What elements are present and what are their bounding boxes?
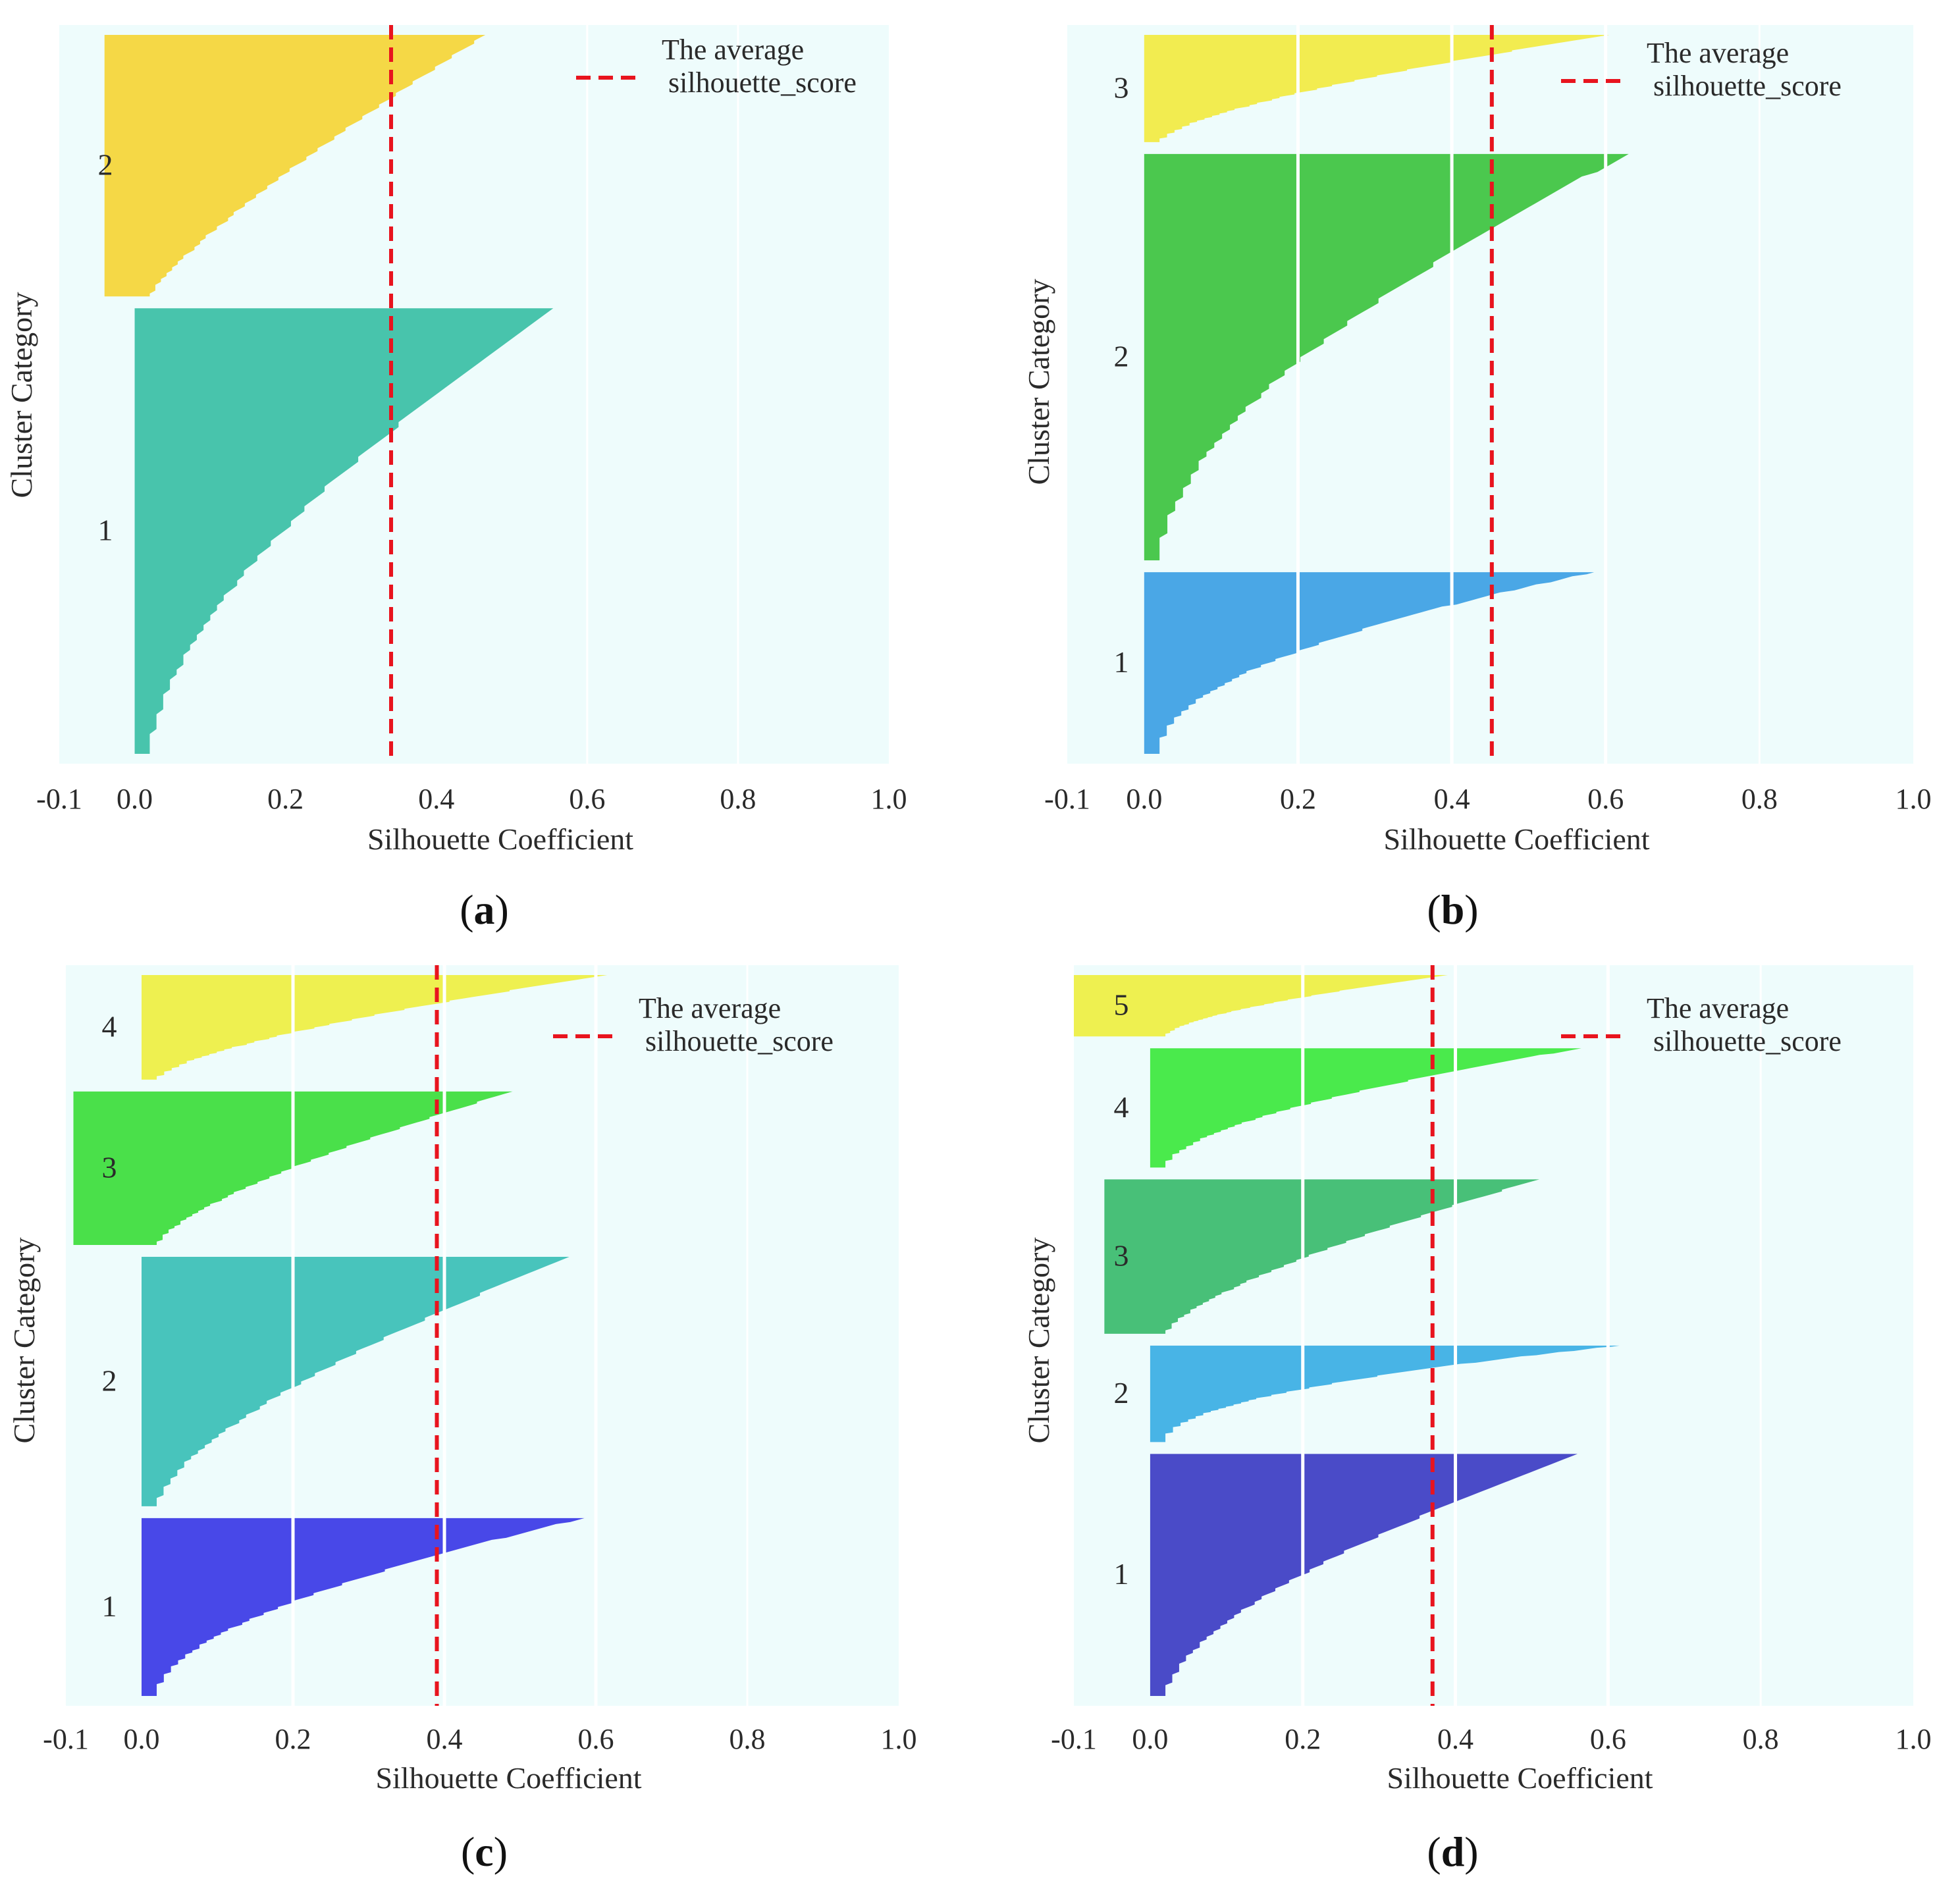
cluster-2-label: 2 bbox=[102, 1363, 117, 1397]
x-tick-label: -0.1 bbox=[1044, 783, 1090, 815]
cluster-2-silhouette bbox=[104, 35, 486, 297]
x-tick-label: 0.6 bbox=[569, 783, 605, 815]
cluster-1-label: 1 bbox=[1114, 645, 1129, 679]
cluster-3-silhouette bbox=[1144, 35, 1610, 142]
x-axis-label: Silhouette Coefficient bbox=[1387, 1761, 1653, 1795]
cluster-2-label: 2 bbox=[98, 148, 113, 182]
x-tick-label: 0.0 bbox=[1126, 783, 1162, 815]
cluster-5-label: 5 bbox=[1114, 988, 1129, 1022]
cluster-4-label: 4 bbox=[102, 1009, 117, 1043]
cluster-5-silhouette bbox=[1074, 975, 1448, 1037]
y-axis-label: Cluster Category bbox=[7, 1238, 41, 1444]
caption-a: (a) bbox=[460, 886, 509, 933]
caption-b: (b) bbox=[1427, 886, 1479, 933]
x-tick-label: 0.4 bbox=[418, 783, 454, 815]
x-tick-label: 0.4 bbox=[427, 1723, 463, 1755]
panel-c: 1 2 3 4 The average silhouette_score -0.1 0.0 0.… bbox=[0, 952, 968, 1904]
cluster-2-label: 2 bbox=[1114, 1376, 1129, 1410]
x-tick-label: -0.1 bbox=[1051, 1723, 1097, 1755]
panel-d: 1 2 3 4 5 The average silhouette_score -0.1 0.0 0… bbox=[968, 952, 1937, 1904]
cluster-1-label: 1 bbox=[102, 1589, 117, 1623]
cluster-2-label: 2 bbox=[1114, 340, 1129, 373]
cluster-1-silhouette bbox=[134, 308, 554, 754]
cluster-4-silhouette bbox=[142, 975, 608, 1080]
cluster-3-silhouette bbox=[1104, 1179, 1540, 1334]
x-tick-label: 1.0 bbox=[1896, 1723, 1932, 1755]
caption-d: (d) bbox=[1427, 1828, 1479, 1875]
cluster-1-label: 1 bbox=[98, 514, 113, 547]
x-axis-label: Silhouette Coefficient bbox=[367, 822, 633, 856]
legend-line2: silhouette_score bbox=[1653, 1025, 1842, 1057]
cluster-1-silhouette bbox=[1150, 1454, 1578, 1696]
x-tick-label: -0.1 bbox=[36, 783, 82, 815]
x-tick-label: 0.0 bbox=[117, 783, 153, 815]
cluster-1-label: 1 bbox=[1114, 1557, 1129, 1591]
cluster-2-silhouette bbox=[1150, 1345, 1620, 1442]
x-tick-label: 0.6 bbox=[1590, 1723, 1626, 1755]
panel-a: 1 2 The average silhouette_score -0.1 0.0 0.2 0… bbox=[0, 0, 968, 952]
caption-c: (c) bbox=[460, 1828, 508, 1875]
cluster-4-silhouette bbox=[1150, 1048, 1581, 1168]
x-tick-label: 0.2 bbox=[1280, 783, 1316, 815]
x-tick-label: 0.4 bbox=[1437, 1723, 1473, 1755]
x-axis-label: Silhouette Coefficient bbox=[375, 1761, 641, 1795]
x-tick-label: 0.4 bbox=[1434, 783, 1470, 815]
cluster-2-silhouette bbox=[142, 1257, 570, 1506]
x-tick-label: 0.2 bbox=[1285, 1723, 1321, 1755]
x-tick-label: -0.1 bbox=[43, 1723, 89, 1755]
x-tick-label: 0.2 bbox=[275, 1723, 311, 1755]
cluster-1-silhouette bbox=[142, 1518, 585, 1696]
legend-line1: The average bbox=[662, 34, 804, 66]
legend-line1: The average bbox=[1647, 37, 1789, 69]
cluster-3-label: 3 bbox=[102, 1150, 117, 1184]
legend-line1: The average bbox=[1647, 992, 1789, 1024]
y-axis-label: Cluster Category bbox=[5, 292, 38, 498]
legend-line2: silhouette_score bbox=[645, 1025, 834, 1057]
x-tick-label: 0.6 bbox=[1587, 783, 1624, 815]
legend-line2: silhouette_score bbox=[668, 66, 857, 99]
x-tick-label: 0.8 bbox=[1743, 1723, 1779, 1755]
x-tick-label: 0.2 bbox=[267, 783, 304, 815]
x-tick-label: 1.0 bbox=[881, 1723, 917, 1755]
x-tick-label: 1.0 bbox=[1896, 783, 1932, 815]
x-tick-label: 1.0 bbox=[871, 783, 907, 815]
cluster-3-label: 3 bbox=[1114, 1239, 1129, 1273]
x-axis-label: Silhouette Coefficient bbox=[1383, 822, 1649, 856]
cluster-1-silhouette bbox=[1144, 572, 1595, 754]
legend-line1: The average bbox=[639, 992, 781, 1024]
legend-line2: silhouette_score bbox=[1653, 70, 1842, 102]
x-tick-label: 0.8 bbox=[730, 1723, 766, 1755]
panel-b: 1 2 3 The average silhouette_score -0.1 0.0 0.2… bbox=[968, 0, 1937, 952]
x-tick-label: 0.8 bbox=[720, 783, 756, 815]
x-tick-label: 0.6 bbox=[578, 1723, 614, 1755]
y-axis-label: Cluster Category bbox=[1022, 279, 1055, 485]
y-axis-label: Cluster Category bbox=[1022, 1238, 1055, 1444]
x-tick-label: 0.8 bbox=[1741, 783, 1778, 815]
x-tick-label: 0.0 bbox=[1132, 1723, 1168, 1755]
cluster-3-label: 3 bbox=[1114, 70, 1129, 104]
x-tick-label: 0.0 bbox=[124, 1723, 160, 1755]
cluster-2-silhouette bbox=[1144, 153, 1629, 561]
cluster-4-label: 4 bbox=[1114, 1090, 1129, 1124]
